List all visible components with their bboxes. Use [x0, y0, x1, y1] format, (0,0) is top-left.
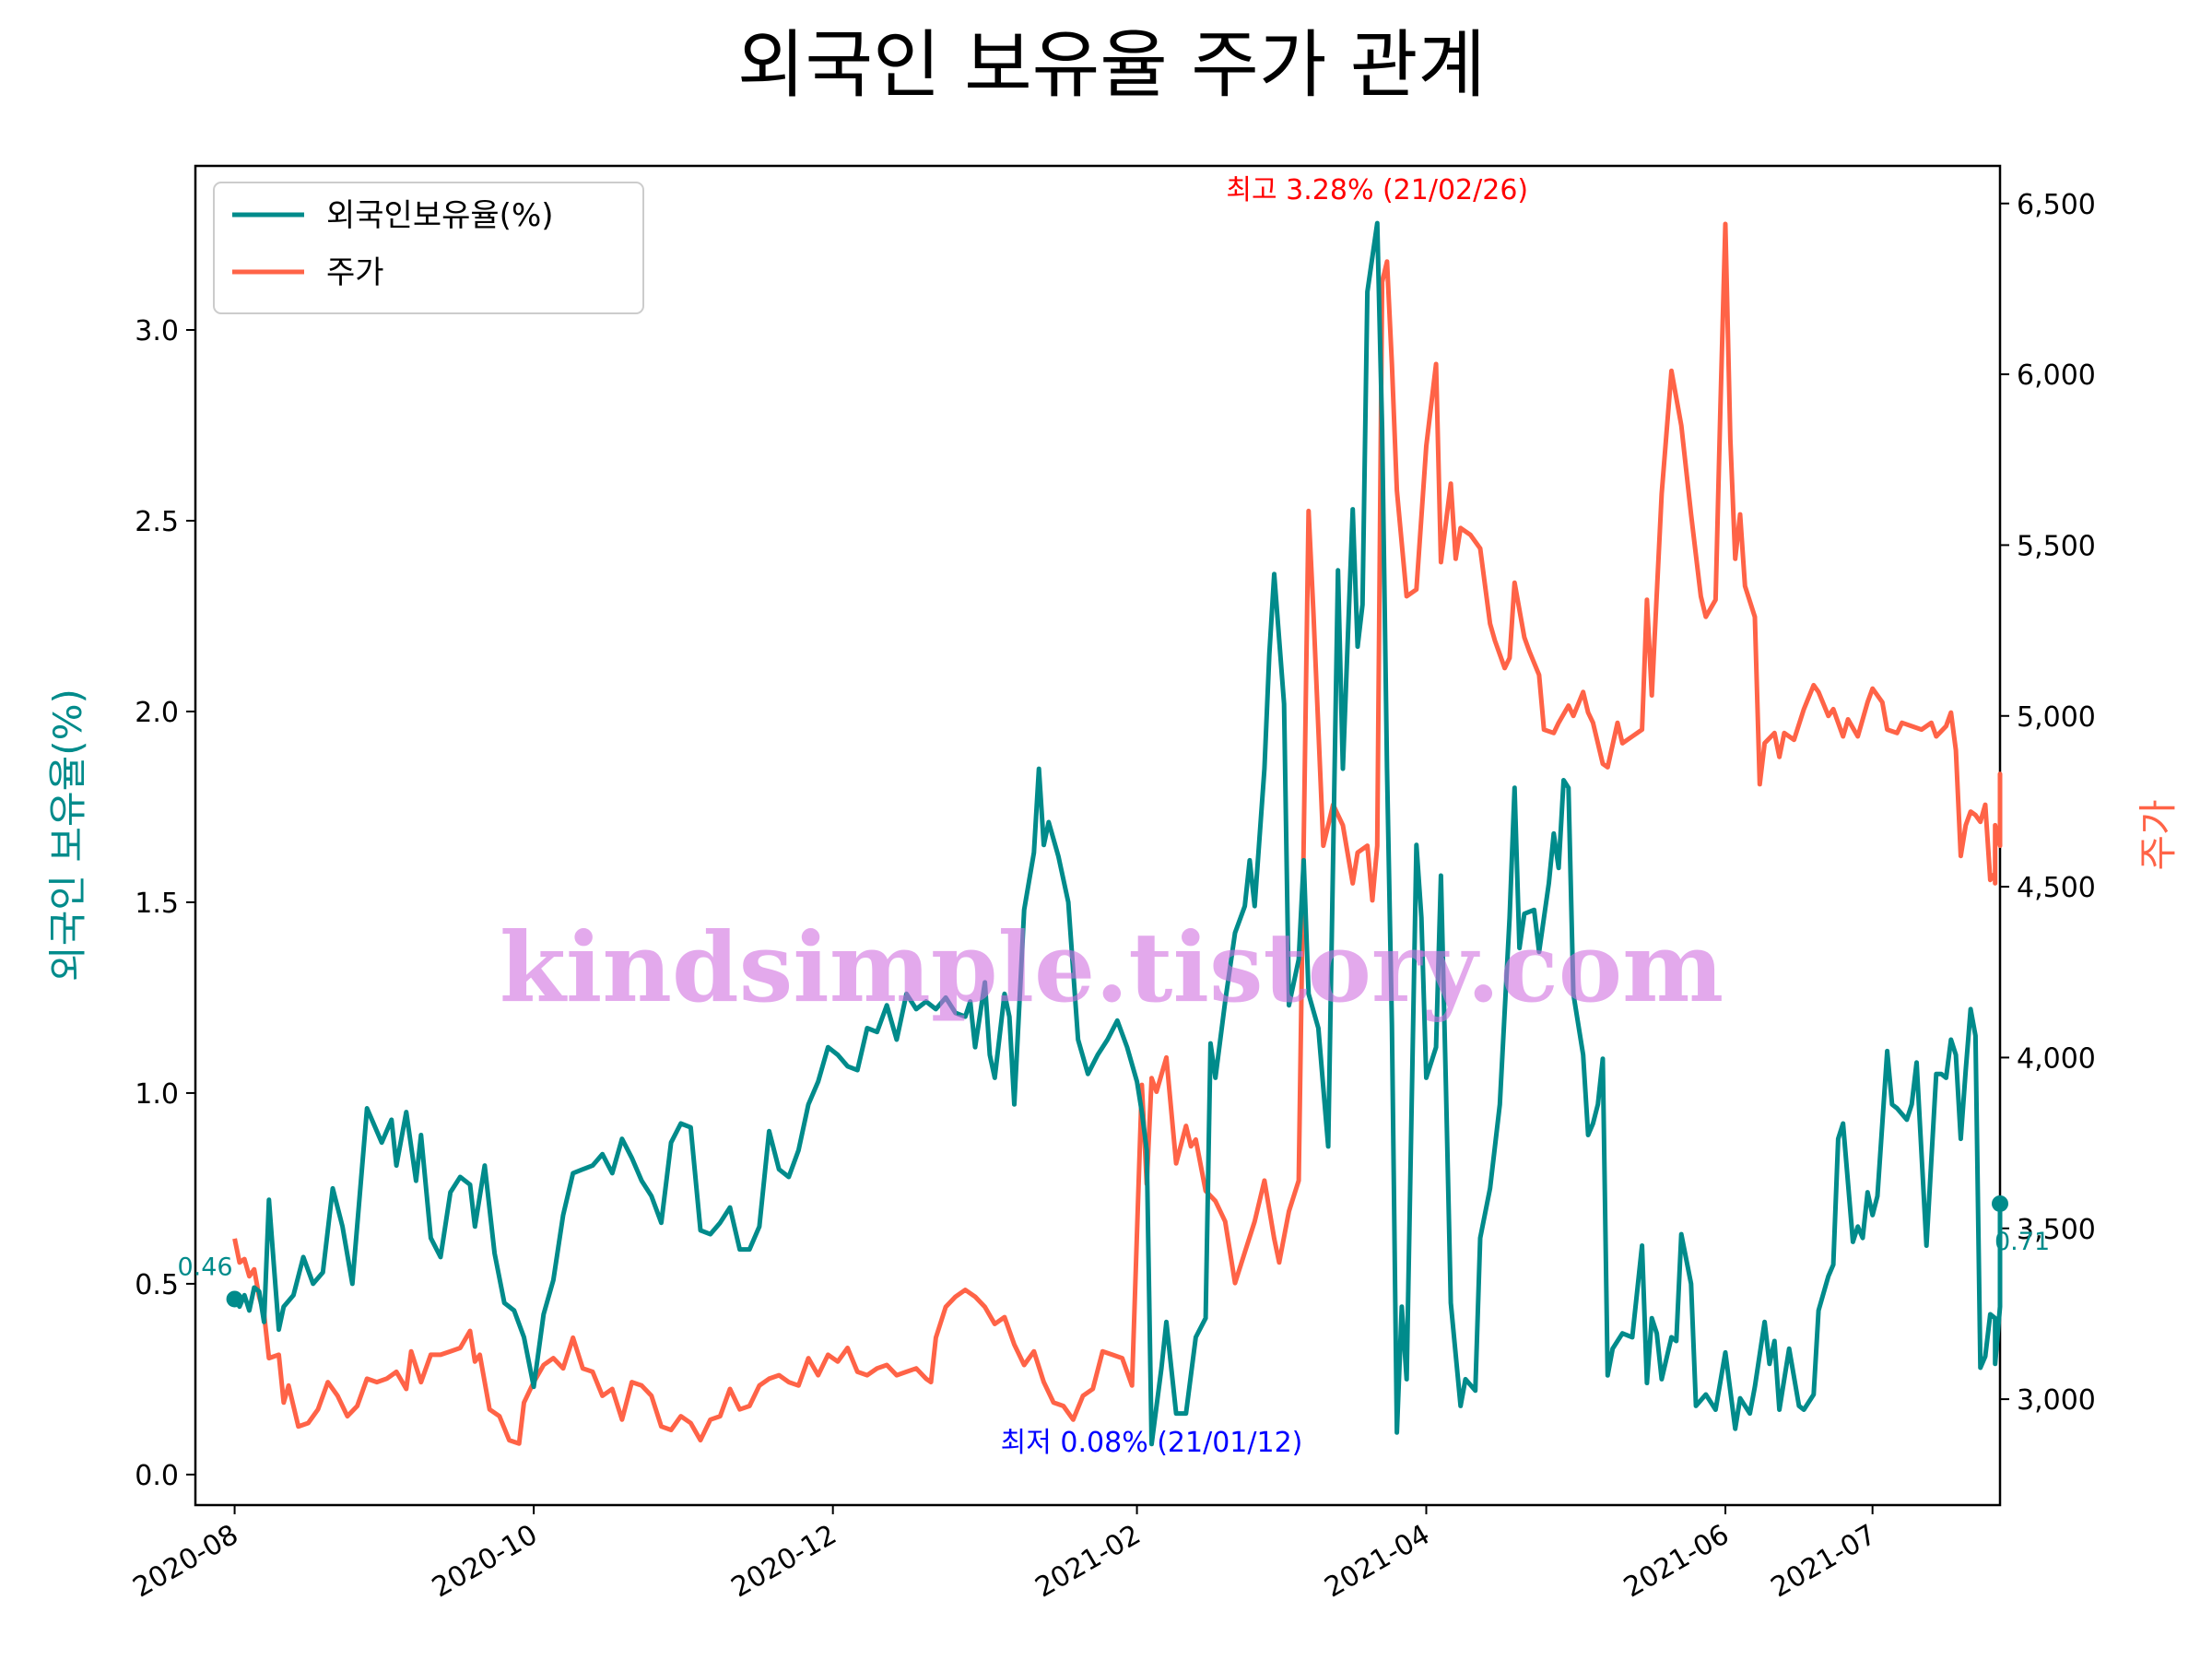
y-right-tick-label: 3,500: [2017, 1214, 2096, 1246]
y-axis-left-label: 외국인 보유율(%): [45, 688, 90, 982]
y-left-tick-label: 0.5: [135, 1269, 179, 1301]
max-annotation: 최고 3.28% (21/02/26): [1226, 174, 1528, 206]
y-right-tick-label: 5,000: [2017, 701, 2096, 734]
y-right-tick-label: 3,000: [2017, 1384, 2096, 1417]
foreign-ownership-series-line: [232, 220, 2003, 1447]
y-left-tick-label: 2.0: [135, 697, 179, 729]
y-left-tick-label: 3.0: [135, 315, 179, 347]
x-tick-label: 2020-10: [427, 1519, 543, 1605]
y-left-tick-label: 2.5: [135, 506, 179, 538]
y-right-tick-label: 5,500: [2017, 530, 2096, 562]
start-value-label: 0.46: [177, 1253, 232, 1281]
x-tick-label: 2021-04: [1319, 1519, 1435, 1605]
min-annotation: 최저 0.08% (21/01/12): [1001, 1427, 1303, 1459]
end-value-label: 0.71: [1994, 1228, 2050, 1256]
watermark: kindsimple.tistory.com: [500, 911, 1724, 1024]
y-right-tick-label: 6,500: [2017, 189, 2096, 221]
end-point-marker: [1992, 1194, 2008, 1212]
chart-title: 외국인 보유율 주가 관계: [737, 22, 1486, 108]
price-series-line: [232, 221, 2003, 1446]
y-right-tick-label: 6,000: [2017, 359, 2096, 392]
legend: 외국인보유율(%) 주가: [213, 182, 644, 314]
x-axis-ticks: 2020-08 2020-10 2020-12 2021-02 2021-04 2021-…: [128, 1505, 1882, 1605]
y-right-tick-label: 4,000: [2017, 1042, 2096, 1075]
start-point-marker: [226, 1290, 243, 1308]
x-tick-label: 2020-08: [128, 1519, 244, 1605]
x-tick-label: 2020-12: [726, 1519, 842, 1605]
legend-price-label: 주가: [326, 254, 384, 291]
y-right-tick-label: 4,500: [2017, 872, 2096, 904]
x-tick-label: 2021-02: [1030, 1519, 1147, 1605]
y-left-tick-label: 1.0: [135, 1078, 179, 1111]
y-left-tick-label: 1.5: [135, 888, 179, 920]
legend-box: [213, 182, 644, 314]
legend-foreign-label: 외국인보유율(%): [326, 197, 554, 234]
x-tick-label: 2021-07: [1766, 1519, 1882, 1605]
right-axis-ticks: 3,000 3,500 4,000 4,500 5,000 5,500 6,000 6,500: [2000, 189, 2096, 1417]
x-tick-label: 2021-06: [1618, 1519, 1735, 1605]
y-left-tick-label: 0.0: [135, 1460, 179, 1492]
left-axis-ticks: 0.0 0.5 1.0 1.5 2.0 2.5 3.0: [135, 315, 195, 1492]
y-axis-right-label: 주가: [2136, 799, 2181, 870]
